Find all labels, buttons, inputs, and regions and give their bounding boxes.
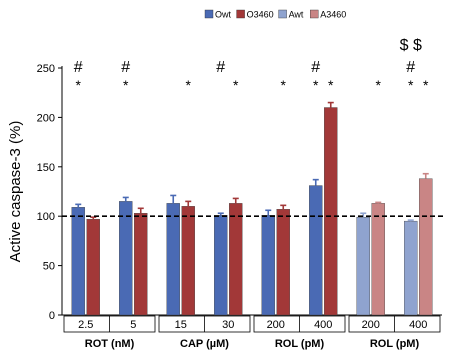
- x-group-label: ROL (pM): [275, 338, 325, 350]
- significance-hash: #: [216, 59, 225, 76]
- bar-o3460: [276, 209, 290, 316]
- y-tick-label: 150: [37, 162, 55, 174]
- y-tick-label: 0: [49, 310, 55, 322]
- bar-a3460: [419, 178, 433, 316]
- bar-owt: [309, 185, 323, 316]
- bar-awt: [404, 220, 418, 316]
- significance-hash: #: [74, 59, 83, 76]
- significance-star: *: [376, 77, 382, 93]
- legend-swatch: [310, 9, 319, 19]
- bar-o3460: [181, 206, 195, 316]
- x-group-label: CAP (µM): [180, 338, 229, 350]
- bar-owt: [261, 215, 275, 316]
- significance-star: *: [233, 77, 239, 93]
- legend-label: O3460: [247, 10, 274, 20]
- bar-owt: [214, 215, 228, 316]
- x-tick-label: 200: [267, 319, 285, 331]
- significance-hash: #: [406, 59, 415, 76]
- y-tick-label: 250: [37, 63, 55, 75]
- bar-awt: [356, 216, 370, 316]
- y-tick-label: 50: [43, 261, 55, 273]
- significance-star: *: [123, 77, 129, 93]
- bar-o3460: [134, 213, 148, 316]
- bar-owt: [71, 207, 85, 316]
- bars: [62, 101, 444, 316]
- significance-hash: #: [121, 59, 130, 76]
- significance-star: *: [313, 77, 319, 93]
- y-axis-title: Active caspase-3 (%): [7, 121, 24, 263]
- significance-star: *: [408, 77, 414, 93]
- significance-star: *: [76, 77, 82, 93]
- significance-star: *: [281, 77, 287, 93]
- bar-owt: [166, 203, 180, 316]
- legend-swatch: [236, 9, 245, 19]
- bar-o3460: [86, 218, 100, 316]
- x-tick-label: 5: [130, 319, 136, 331]
- bar-o3460: [229, 203, 243, 316]
- significance-star: *: [423, 77, 429, 93]
- x-tick-label: 15: [175, 319, 187, 331]
- significance-star: *: [328, 77, 334, 93]
- significance-dollar: $ $: [400, 37, 422, 54]
- x-group-label: ROT (nM): [85, 338, 135, 350]
- legend-swatch: [278, 9, 287, 19]
- legend-label: Owt: [215, 10, 232, 20]
- x-axis: 2.5 5 15 30 200 400 200 400 ROT (nM) CAP (µM) ROL …: [63, 315, 441, 350]
- significance-markers: #*#* *#* *#* * *$ $#* *: [74, 37, 429, 93]
- legend-label: Awt: [289, 10, 304, 20]
- y-tick-label: 100: [37, 211, 55, 223]
- legend-label: A3460: [320, 10, 346, 20]
- bar-o3460: [324, 107, 338, 316]
- y-tick-label: 200: [37, 112, 55, 124]
- legend: Owt O3460 Awt A3460: [204, 9, 346, 20]
- x-group-label: ROL (pM): [370, 338, 420, 350]
- significance-star: *: [186, 77, 192, 93]
- x-tick-label: 2.5: [78, 319, 93, 331]
- x-tick-label: 400: [314, 319, 332, 331]
- bar-a3460: [371, 203, 385, 316]
- x-tick-label: 200: [362, 319, 380, 331]
- significance-hash: #: [311, 59, 320, 76]
- bar-owt: [119, 201, 133, 316]
- legend-swatch: [204, 9, 214, 19]
- x-tick-label: 30: [222, 319, 234, 331]
- x-tick-label: 400: [409, 319, 427, 331]
